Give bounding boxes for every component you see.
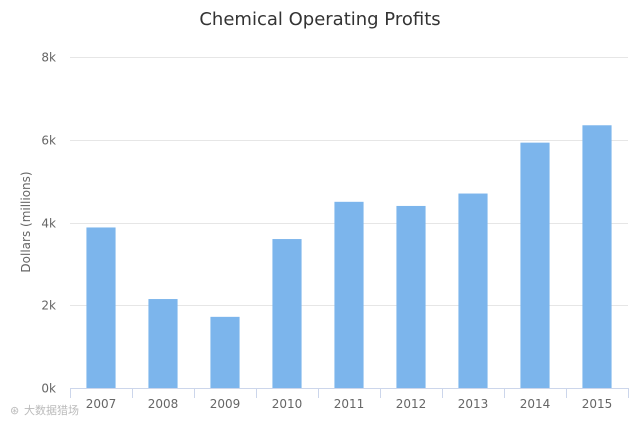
y-tick-label: 2k bbox=[41, 299, 56, 313]
x-axis: 2007 2008 2009 2010 2011 2012 2013 2014 2015 bbox=[70, 388, 629, 411]
x-tick-label: 2009 bbox=[210, 397, 241, 411]
y-tick-label: 0k bbox=[41, 382, 56, 396]
bar[interactable] bbox=[458, 193, 488, 388]
bars bbox=[86, 125, 612, 389]
bar[interactable] bbox=[396, 205, 426, 388]
y-tick-label: 6k bbox=[41, 134, 56, 148]
watermark: ⊛ 大数据猎场 bbox=[10, 403, 79, 417]
chart-title: Chemical Operating Profits bbox=[199, 9, 440, 30]
bar[interactable] bbox=[334, 201, 364, 388]
watermark-text: 大数据猎场 bbox=[24, 403, 79, 417]
x-tick-label: 2010 bbox=[272, 397, 303, 411]
bar[interactable] bbox=[520, 142, 550, 388]
watermark-logo-icon: ⊛ bbox=[10, 404, 19, 417]
x-tick-label: 2015 bbox=[582, 397, 613, 411]
bar[interactable] bbox=[582, 125, 612, 389]
y-axis-title: Dollars (millions) bbox=[19, 171, 33, 272]
x-tick-label: 2013 bbox=[458, 397, 489, 411]
y-tick-label: 8k bbox=[41, 51, 56, 65]
bar[interactable] bbox=[86, 227, 116, 388]
x-tick-label: 2008 bbox=[148, 397, 179, 411]
bar[interactable] bbox=[210, 316, 240, 388]
x-tick-label: 2011 bbox=[334, 397, 365, 411]
x-tick-label: 2012 bbox=[396, 397, 427, 411]
y-tick-label: 4k bbox=[41, 217, 56, 231]
bar[interactable] bbox=[272, 239, 302, 388]
x-tick-label: 2007 bbox=[86, 397, 117, 411]
y-axis: 0k 2k 4k 6k 8k bbox=[41, 51, 56, 396]
x-tick-label: 2014 bbox=[520, 397, 551, 411]
bar[interactable] bbox=[148, 299, 178, 388]
